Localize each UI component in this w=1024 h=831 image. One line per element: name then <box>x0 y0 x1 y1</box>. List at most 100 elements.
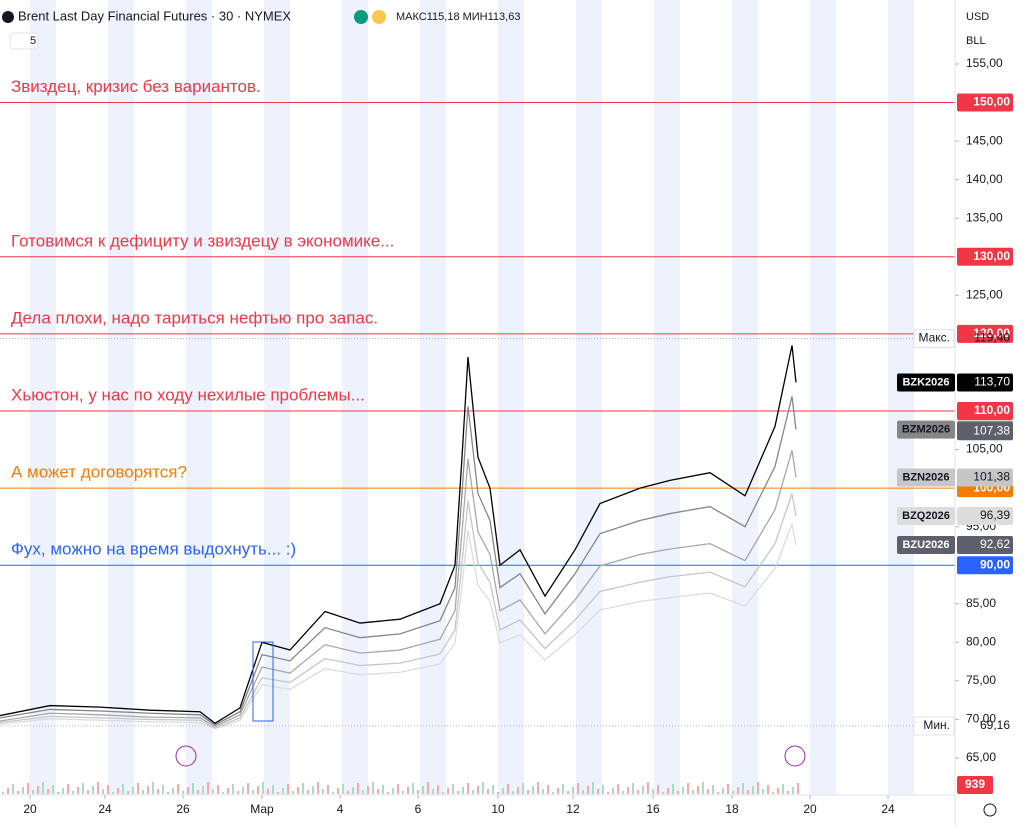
volume-bar <box>772 792 774 794</box>
x-tick-label: 16 <box>646 802 660 816</box>
volume-bar <box>567 791 569 794</box>
volume-bar <box>737 787 739 794</box>
volume-bar <box>322 789 324 794</box>
volume-bar <box>282 788 284 794</box>
volume-bar <box>647 782 649 794</box>
volume-bar <box>792 787 794 794</box>
settings-icon[interactable] <box>983 803 997 817</box>
volume-bar <box>67 784 69 794</box>
volume-bar <box>87 790 89 794</box>
volume-bar <box>157 789 159 794</box>
volume-bar <box>432 789 434 794</box>
x-tick-label: 18 <box>725 802 739 816</box>
volume-bar <box>117 788 119 794</box>
x-tick-label: 24 <box>881 802 895 816</box>
volume-bar <box>507 784 509 794</box>
volume-bar <box>547 785 549 794</box>
event-icon[interactable] <box>175 745 197 767</box>
volume-bar <box>47 789 49 794</box>
volume-bar <box>487 789 489 794</box>
volume-bar <box>197 790 199 794</box>
volume-bar <box>62 788 64 794</box>
indicator-toggle[interactable] <box>9 32 39 50</box>
x-tick-label: 24 <box>98 802 112 816</box>
x-tick-label: 12 <box>566 802 580 816</box>
volume-bar <box>752 786 754 794</box>
volume-bar <box>317 782 319 794</box>
volume-bar <box>307 790 309 794</box>
price-line <box>0 345 797 725</box>
x-tick-label: 6 <box>415 802 422 816</box>
volume-bar <box>412 783 414 794</box>
volume-bar <box>672 784 674 794</box>
min-tag <box>913 716 955 736</box>
volume-bar <box>762 789 764 794</box>
series-tag <box>897 506 955 525</box>
series-tag-label: BZM2026 <box>902 423 950 435</box>
volume-bar <box>27 783 29 794</box>
volume-bar <box>297 787 299 794</box>
level-badge <box>957 93 1013 112</box>
series-tag-label: BZN2026 <box>902 471 949 483</box>
max-label: 119,40 <box>974 331 1010 345</box>
volume-bar <box>232 784 234 794</box>
volume-bar <box>462 787 464 794</box>
series-tag-label: BZU2026 <box>902 539 949 551</box>
series-tag <box>897 536 955 555</box>
volume-bar <box>392 788 394 794</box>
volume-bar <box>742 783 744 794</box>
volume-bar <box>102 789 104 794</box>
volume-bar <box>342 784 344 794</box>
y-tick-label: 75,00 <box>966 673 996 687</box>
unit[interactable]: BLL <box>966 35 986 47</box>
level-badge-label: 120,00 <box>973 326 1010 340</box>
level-annotation: А может договорятся? <box>11 463 187 482</box>
volume-bar <box>167 792 169 794</box>
volume-bar <box>497 792 499 794</box>
volume-bar <box>527 790 529 794</box>
volume-bar <box>127 791 129 794</box>
stats: МАКС115,18 МИН113,63 <box>396 11 520 23</box>
volume-bar <box>42 782 44 794</box>
volume-bar <box>577 783 579 794</box>
volume-bar <box>652 789 654 794</box>
session-band <box>810 0 836 795</box>
volume-bar <box>312 786 314 794</box>
session-band <box>420 0 446 795</box>
volume-bar <box>502 788 504 794</box>
volume-bar <box>637 790 639 794</box>
volume-bar <box>787 791 789 794</box>
volume-bar <box>417 790 419 794</box>
y-tick-label: 70,00 <box>966 712 996 726</box>
min-name: Мин. <box>923 718 950 732</box>
volume-bar <box>607 792 609 794</box>
volume-bar <box>532 786 534 794</box>
volume-bar <box>227 788 229 794</box>
volume-badge <box>957 776 993 794</box>
series-tag <box>897 373 955 392</box>
level-badge <box>957 556 1013 575</box>
volume-bar <box>642 786 644 794</box>
price-badge <box>957 422 1013 441</box>
volume-bar <box>132 787 134 794</box>
volume-bar <box>212 789 214 794</box>
session-band <box>654 0 680 795</box>
currency[interactable]: USD <box>966 11 989 23</box>
volume-bar <box>722 788 724 794</box>
level-badge-label: 90,00 <box>980 557 1010 571</box>
series-tag-label: BZK2026 <box>902 376 949 388</box>
volume-bar <box>492 785 494 794</box>
indicator-count[interactable]: 5 <box>30 35 36 47</box>
level-annotation: Готовимся к дефициту и звиздецу в эконом… <box>11 231 394 250</box>
status <box>372 10 386 24</box>
volume-bar <box>217 785 219 794</box>
y-tick-label: 140,00 <box>966 172 1003 186</box>
session-band <box>186 0 212 795</box>
event-icon[interactable] <box>784 745 806 767</box>
volume-bar <box>457 791 459 794</box>
y-tick-label: 65,00 <box>966 750 996 764</box>
price-badge-label: 92,62 <box>980 537 1010 551</box>
volume-bar <box>122 784 124 794</box>
session-band <box>576 0 602 795</box>
volume-bar <box>2 792 4 794</box>
